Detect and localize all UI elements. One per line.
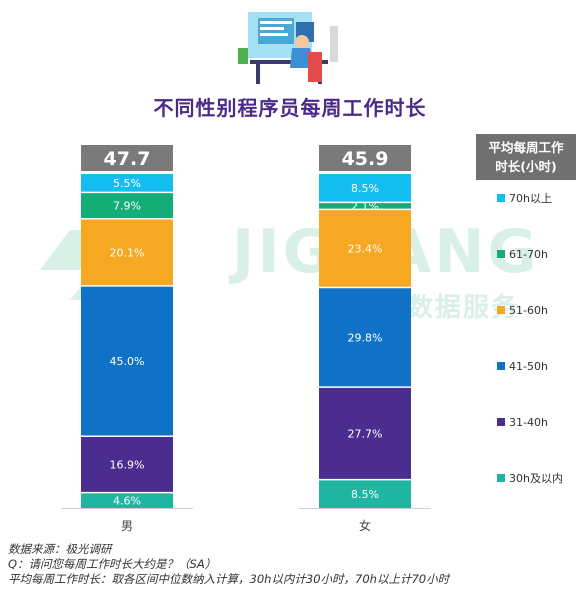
data-label-0-3: 20.1% xyxy=(110,246,145,259)
bar-segment-0-4 xyxy=(81,192,173,219)
bars: 47.7 4.6% 16.9% 45.0% 20.1% 7.9% 5.5% 男 45.9 8.5%… xyxy=(61,145,431,533)
bar-segment-1-1 xyxy=(319,387,411,480)
bar-segment-0-1 xyxy=(81,436,173,493)
footnotes: 数据来源：极光调研 Q：请问您每周工作时长大约是？（SA） 平均每周工作时长：取… xyxy=(8,542,449,587)
data-label-1-1: 27.7% xyxy=(348,427,383,440)
legend-title-box xyxy=(476,134,576,180)
note-method: 平均每周工作时长：取各区间中位数纳入计算，30h以内计30小时，70h以上计70… xyxy=(8,572,450,586)
note-source: 数据来源：极光调研 xyxy=(8,542,112,556)
legend-swatch-2 xyxy=(497,306,505,314)
category-label-0: 男 xyxy=(121,519,133,533)
bar-segment-1-4 xyxy=(319,202,411,210)
data-label-1-4: 2.1% xyxy=(351,200,379,213)
average-label-1: 45.9 xyxy=(342,148,389,170)
bar-segment-1-5 xyxy=(319,174,411,203)
data-label-0-1: 16.9% xyxy=(110,458,145,471)
legend-label-2: 51-60h xyxy=(509,304,548,317)
data-label-1-3: 23.4% xyxy=(348,242,383,255)
legend-title-line-1: 平均每周工作 xyxy=(488,140,564,155)
data-label-0-4: 7.9% xyxy=(113,200,141,213)
legend-label-3: 41-50h xyxy=(509,360,548,373)
bar-segment-1-2 xyxy=(319,287,411,388)
bar-segment-0-2 xyxy=(81,285,173,437)
legend-swatch-4 xyxy=(497,418,505,426)
legend-label-4: 31-40h xyxy=(509,416,548,429)
data-label-1-2: 29.8% xyxy=(348,331,383,344)
data-label-1-0: 8.5% xyxy=(351,488,379,501)
legend-label-0: 70h以上 xyxy=(509,192,552,205)
data-label-0-5: 5.5% xyxy=(113,177,141,190)
legend-label-1: 61-70h xyxy=(509,248,548,261)
average-box-1 xyxy=(319,145,411,171)
data-label-1-5: 8.5% xyxy=(351,182,379,195)
legend-swatch-1 xyxy=(497,250,505,258)
bar-segment-1-0 xyxy=(319,479,411,508)
bar-segment-0-0 xyxy=(81,492,173,508)
bar-segment-1-3 xyxy=(319,209,411,288)
legend-title-line-2: 时长(小时) xyxy=(495,159,556,174)
legend-swatch-0 xyxy=(497,194,505,202)
category-label-1: 女 xyxy=(359,518,371,533)
programmer-illustration xyxy=(238,12,338,84)
average-label-0: 47.7 xyxy=(104,148,151,170)
legend: 平均每周工作时长(小时) 70h以上 61-70h 51-60h 41-50h 31-40… xyxy=(476,134,576,485)
bar-segment-0-5 xyxy=(81,174,173,193)
legend-swatch-3 xyxy=(497,362,505,370)
data-label-0-2: 45.0% xyxy=(110,355,145,368)
note-question: Q：请问您每周工作时长大约是？（SA） xyxy=(8,557,217,571)
chart-title: 不同性别程序员每周工作时长 xyxy=(153,96,427,120)
legend-swatch-5 xyxy=(497,474,505,482)
average-box-0 xyxy=(81,145,173,171)
legend-label-5: 30h及以内 xyxy=(509,471,563,485)
data-label-0-0: 4.6% xyxy=(113,494,141,507)
bar-segment-0-3 xyxy=(81,218,173,286)
